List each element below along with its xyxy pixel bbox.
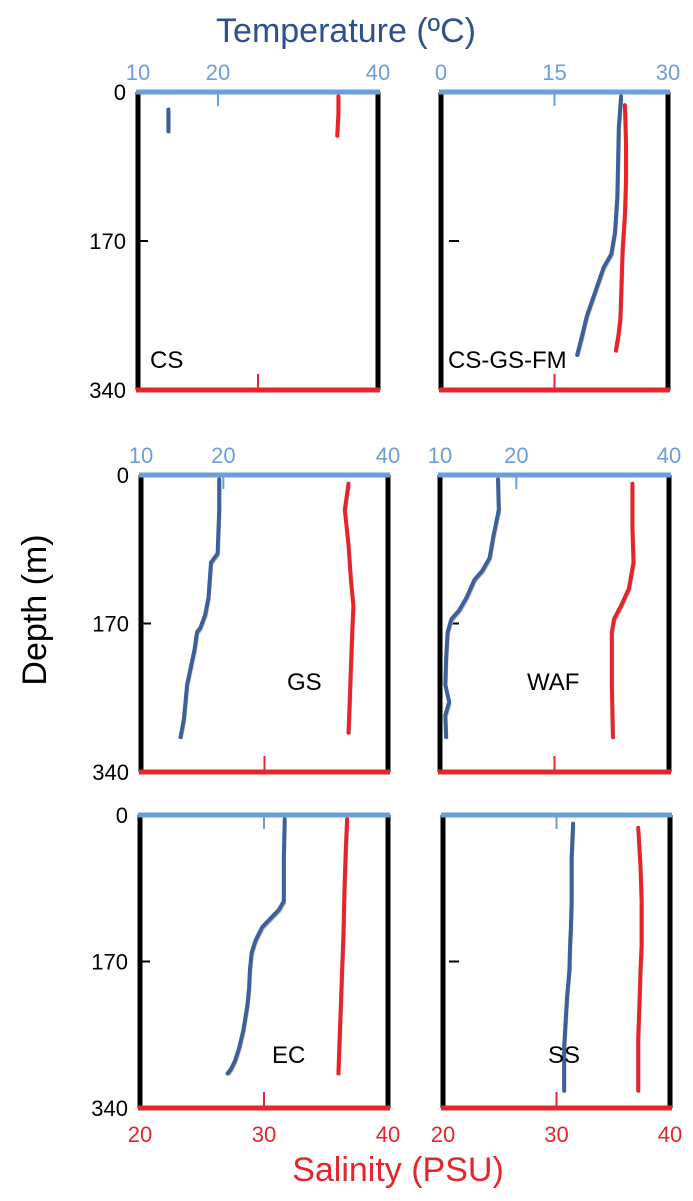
panel-label: CS (150, 347, 183, 374)
panel-label: CS-GS-FM (448, 347, 567, 374)
panel-label: GS (287, 669, 322, 696)
salinity-profile-line (335, 94, 341, 138)
depth-axis-title: Depth (m) (16, 534, 54, 685)
salinity-tick-label: 20 (128, 1122, 152, 1147)
temperature-tick-label: 40 (366, 60, 390, 85)
temperature-profile-line (443, 477, 501, 740)
temperature-tick-label: 40 (376, 443, 400, 468)
panel-waf: 10 20 40 WAF (428, 443, 681, 775)
salinity-tick-label: 20 (431, 1122, 455, 1147)
depth-tick-label: 170 (89, 229, 126, 254)
temperature-profile-line (225, 817, 287, 1076)
temperature-tick-label: 0 (435, 60, 447, 85)
salinity-profile-line (342, 481, 356, 735)
temperature-profile-line (562, 821, 576, 1093)
panels-group: 10 20 40 0 170 340 CS 0 15 30 CS-GS-FM 10 20 40 0 170 34… (89, 60, 682, 1147)
temperature-tick-label: 20 (206, 60, 230, 85)
salinity-profile-line (336, 817, 350, 1076)
depth-tick-label: 340 (91, 1096, 128, 1121)
temperature-tick-label: 10 (428, 443, 452, 468)
salinity-tick-label: 30 (252, 1122, 276, 1147)
temperature-tick-label: 10 (129, 443, 153, 468)
salinity-axis-title: Salinity (PSU) (292, 1151, 504, 1189)
depth-tick-label: 340 (89, 378, 126, 403)
temperature-tick-label: 10 (126, 60, 150, 85)
depth-tick-label: 0 (114, 80, 126, 105)
salinity-tick-label: 30 (544, 1122, 568, 1147)
temperature-axis-title: Temperature (ºC) (216, 12, 476, 50)
panel-ec: 20 30 40 0 170 340 EC (91, 803, 400, 1147)
salinity-tick-label: 40 (658, 1122, 682, 1147)
salinity-tick-label: 40 (376, 1122, 400, 1147)
panel-label: EC (272, 1042, 305, 1069)
panel-ss: 20 30 40 SS (431, 812, 682, 1147)
temperature-tick-label: 20 (504, 443, 528, 468)
panel-label: SS (548, 1042, 580, 1069)
temperature-raw-trace (181, 481, 222, 740)
temperature-raw-trace (228, 821, 287, 1076)
depth-tick-label: 170 (91, 950, 128, 975)
temperature-tick-label: 40 (657, 443, 681, 468)
temperature-tick-label: 15 (542, 60, 566, 85)
salinity-profile-line (609, 481, 636, 740)
panel-label: WAF (527, 669, 579, 696)
panel-cs: 10 20 40 0 170 340 CS (89, 60, 390, 403)
temperature-profile-line (178, 477, 222, 740)
salinity-profile-line (613, 103, 628, 353)
depth-tick-label: 340 (92, 760, 129, 785)
depth-tick-label: 170 (92, 612, 129, 637)
panel-cs-gs-fm: 0 15 30 CS-GS-FM (435, 60, 680, 393)
temperature-tick-label: 30 (656, 60, 680, 85)
salinity-profile-line (636, 825, 644, 1093)
panel-gs: 10 20 40 0 170 340 GS (92, 443, 400, 785)
depth-tick-label: 0 (116, 803, 128, 828)
temperature-tick-label: 20 (211, 443, 235, 468)
depth-tick-label: 0 (117, 463, 129, 488)
temperature-profile-line (575, 94, 624, 357)
temperature-raw-trace (446, 481, 502, 740)
